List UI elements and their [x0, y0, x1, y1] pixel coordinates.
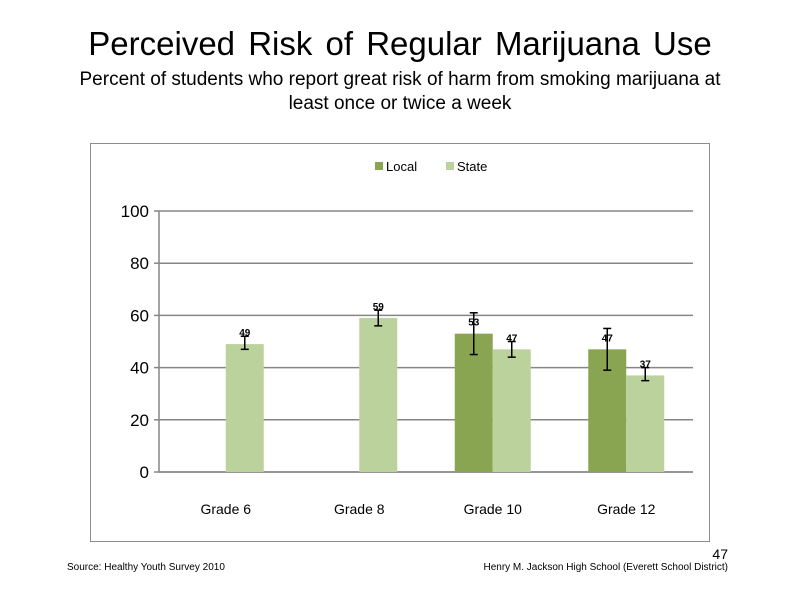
- data-label: 59: [373, 302, 385, 313]
- x-tick-label: Grade 12: [597, 501, 656, 517]
- source-note: Source: Healthy Youth Survey 2010: [67, 562, 225, 573]
- legend-label-local: Local: [386, 159, 417, 174]
- bar-state: [492, 349, 531, 472]
- x-tick-label: Grade 8: [334, 501, 385, 517]
- bar-state: [626, 375, 665, 472]
- x-tick-label: Grade 10: [464, 501, 523, 517]
- slide-title: Perceived Risk of Regular Marijuana Use: [88, 25, 712, 62]
- bar-local: [454, 333, 493, 472]
- data-label: 47: [602, 333, 614, 344]
- chart-frame: 0 20 40 60 80 100 49 Grade 6 59 Grade 8 53 47 Grade …: [90, 143, 710, 542]
- y-tick-label: 0: [140, 463, 149, 482]
- bar-state: [225, 344, 264, 472]
- school-name: Henry M. Jackson High School (Everett Sc…: [483, 562, 728, 573]
- bar-state: [359, 318, 398, 472]
- x-tick-label: Grade 6: [200, 501, 251, 517]
- y-tick-label: 60: [130, 306, 149, 325]
- y-tick-label: 20: [130, 411, 149, 430]
- y-tick-label: 80: [130, 254, 149, 273]
- data-label: 49: [239, 328, 251, 339]
- legend-swatch-state: [446, 162, 454, 170]
- data-label: 47: [506, 333, 518, 344]
- legend-label-state: State: [457, 159, 487, 174]
- data-label: 37: [640, 359, 652, 370]
- bar-chart: 0 20 40 60 80 100 49 Grade 6 59 Grade 8 53 47 Grade …: [121, 159, 693, 517]
- page-number: 47: [712, 546, 728, 562]
- y-tick-label: 100: [121, 202, 149, 221]
- data-label: 53: [468, 318, 480, 329]
- slide-subtitle: Percent of students who report great ris…: [79, 69, 721, 114]
- legend-swatch-local: [375, 162, 383, 170]
- y-tick-label: 40: [130, 359, 149, 378]
